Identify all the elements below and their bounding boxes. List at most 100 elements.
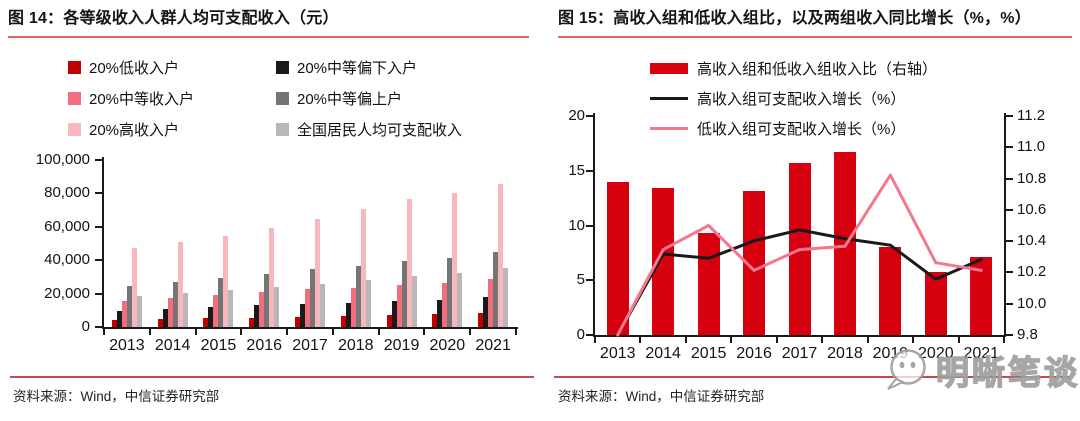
bar bbox=[498, 183, 504, 327]
bar bbox=[457, 273, 463, 327]
x-axis-label: 2016 bbox=[246, 337, 283, 354]
right-y-axis-tick bbox=[1006, 146, 1013, 149]
bar bbox=[391, 300, 397, 327]
bar bbox=[386, 314, 392, 327]
bar bbox=[162, 308, 168, 327]
x-axis-line bbox=[102, 327, 518, 329]
left-y-axis-line bbox=[593, 113, 595, 337]
legend-swatch-icon bbox=[68, 92, 81, 105]
ratio-bar bbox=[970, 256, 993, 335]
legend-label: 20%高收入户 bbox=[89, 122, 180, 139]
legend-item: 低收入组可支配收入增长（%） bbox=[650, 118, 937, 139]
left-y-axis-label: 15 bbox=[568, 161, 585, 179]
x-axis-label: 2019 bbox=[872, 345, 909, 362]
bar bbox=[432, 313, 438, 327]
legend-swatch-icon bbox=[68, 61, 81, 74]
legend-item: 20%高收入户 bbox=[68, 119, 276, 140]
bar bbox=[264, 273, 270, 327]
right-y-axis-tick bbox=[1006, 302, 1013, 305]
legend-item: 全国居民人均可支配收入 bbox=[276, 119, 462, 140]
bar bbox=[360, 209, 366, 327]
x-axis-label: 2015 bbox=[690, 345, 727, 362]
left-y-axis-label: 0 bbox=[576, 326, 585, 343]
legend-line-swatch-icon bbox=[650, 96, 688, 101]
bar bbox=[254, 305, 260, 327]
legend-label: 高收入组可支配收入增长（%） bbox=[697, 91, 906, 108]
x-axis-tick bbox=[515, 329, 517, 335]
right-y-axis-tick bbox=[1006, 177, 1013, 180]
x-axis-label: 2019 bbox=[383, 337, 420, 354]
x-axis-tick bbox=[103, 329, 105, 335]
figure-15-panel: 图 15：高收入组和低收入组比，以及两组收入同比增长（%，%） 高收入组和低收入… bbox=[540, 0, 1080, 421]
bar bbox=[345, 303, 351, 327]
x-axis-tick bbox=[240, 329, 243, 335]
growth-lines-layer bbox=[616, 173, 983, 337]
x-axis-tick bbox=[469, 329, 472, 335]
x-axis-label: 2021 bbox=[475, 337, 511, 354]
income-by-quintile-bar-chart: 0 20,000 40,000 60,000 80,000 100,000 2013 2014… bbox=[36, 151, 518, 354]
bar bbox=[320, 283, 325, 327]
bar bbox=[355, 266, 361, 327]
left-y-axis-label: 5 bbox=[576, 271, 585, 289]
x-axis-label: 2021 bbox=[963, 345, 1000, 362]
legend-line-swatch-icon bbox=[650, 126, 688, 131]
figure-15-source: 资料来源：Wind，中信证券研究部 bbox=[558, 389, 765, 404]
x-axis-tick bbox=[331, 329, 334, 335]
bar bbox=[136, 296, 142, 327]
bar bbox=[116, 310, 122, 327]
y-axis-tick bbox=[95, 326, 102, 328]
bar bbox=[452, 192, 458, 327]
y-axis-label: 80,000 bbox=[44, 184, 90, 202]
x-axis-tick bbox=[730, 337, 733, 343]
right-y-axis-tick bbox=[1006, 208, 1013, 211]
legend-item: 20%中等偏下入户 bbox=[276, 57, 462, 78]
right-y-axis-label: 9.8 bbox=[1017, 326, 1038, 343]
x-axis-label: 2013 bbox=[109, 337, 145, 354]
legend-label: 全国居民人均可支配收入 bbox=[297, 122, 463, 139]
y-axis-tick bbox=[95, 292, 102, 295]
bar bbox=[126, 286, 132, 327]
bar bbox=[208, 307, 214, 327]
left-y-axis-tick bbox=[586, 224, 593, 227]
x-axis-tick bbox=[1003, 337, 1005, 343]
bar bbox=[503, 268, 509, 327]
legend-item: 高收入组和低收入组收入比（右轴） bbox=[650, 58, 937, 79]
ratio-bar bbox=[606, 181, 629, 335]
x-axis-tick bbox=[377, 329, 380, 335]
bar bbox=[172, 282, 178, 327]
legend-bar-swatch-icon bbox=[650, 63, 688, 74]
figure-14-source: 资料来源：Wind，中信证券研究部 bbox=[13, 389, 220, 404]
x-axis-tick bbox=[594, 337, 596, 343]
bar bbox=[315, 218, 320, 327]
bar bbox=[406, 199, 412, 327]
y-axis-tick bbox=[95, 159, 102, 161]
ratio-bar bbox=[743, 191, 766, 335]
income-ratio-growth-combo-chart: 0 5 10 15 20 9.8 10.0 10.2 10.4 10.6 10.8 11.0 11.2 2… bbox=[540, 0, 1080, 421]
x-axis-label: 2017 bbox=[292, 337, 328, 354]
bar bbox=[121, 300, 127, 327]
bar bbox=[295, 317, 300, 327]
x-axis-tick bbox=[639, 337, 642, 343]
y-axis-tick bbox=[95, 192, 102, 195]
x-axis-label: 2015 bbox=[200, 337, 237, 354]
bar bbox=[411, 275, 417, 327]
bar bbox=[259, 292, 265, 327]
right-y-axis-label: 10.4 bbox=[1017, 232, 1047, 250]
bar bbox=[131, 247, 137, 327]
panel-bottom-rule bbox=[10, 376, 534, 378]
bar bbox=[483, 297, 489, 327]
legend-label: 20%中等收入户 bbox=[89, 91, 195, 108]
bar bbox=[401, 261, 407, 327]
bar bbox=[223, 235, 229, 327]
x-axis-tick bbox=[684, 337, 687, 343]
x-axis-tick bbox=[957, 337, 960, 343]
y-axis-tick bbox=[95, 225, 102, 228]
y-axis-line bbox=[102, 157, 104, 329]
bar bbox=[447, 258, 453, 327]
figure-15-legend: 高收入组和低收入组收入比（右轴） 高收入组可支配收入增长（%） 低收入组可支配收入增… bbox=[650, 58, 937, 139]
right-y-axis-line bbox=[1004, 113, 1006, 337]
x-axis-tick bbox=[866, 337, 869, 343]
bar bbox=[249, 317, 255, 327]
legend-label: 20%低收入户 bbox=[89, 60, 180, 77]
legend-swatch-icon bbox=[68, 123, 81, 136]
